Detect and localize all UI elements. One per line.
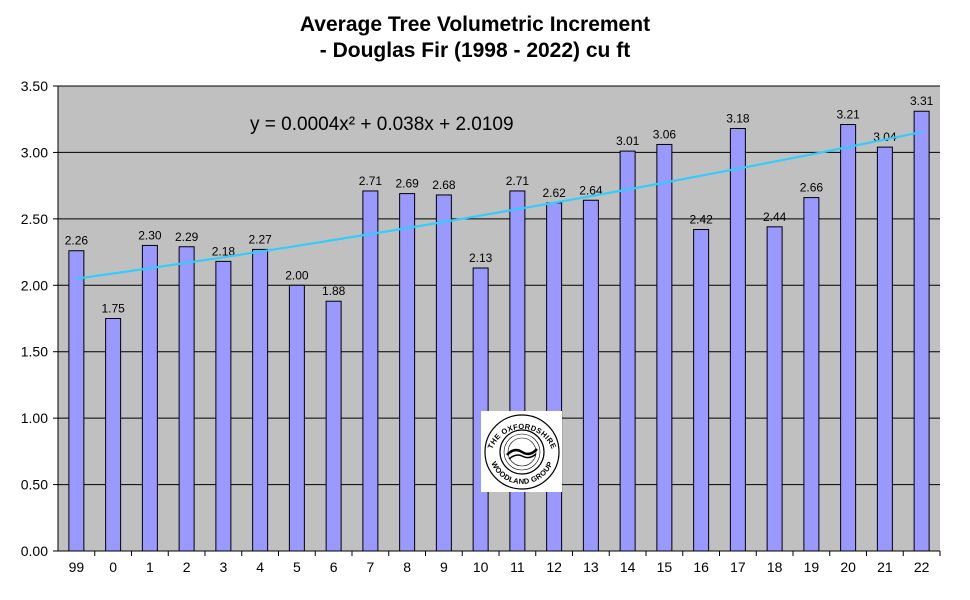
x-tick-label: 15 xyxy=(657,559,673,575)
data-label: 2.64 xyxy=(579,183,603,197)
bar xyxy=(509,190,526,552)
data-label: 2.18 xyxy=(212,244,236,258)
data-label: 3.21 xyxy=(836,108,860,122)
x-tick-label: 14 xyxy=(620,559,636,575)
x-tick-label: 5 xyxy=(293,559,301,575)
bar xyxy=(840,124,857,552)
x-tick-label: 10 xyxy=(473,559,489,575)
bars xyxy=(68,110,930,552)
data-label: 3.06 xyxy=(653,127,677,141)
bar xyxy=(325,300,342,552)
x-tick-label: 7 xyxy=(366,559,374,575)
bar xyxy=(435,194,452,552)
data-label: 2.29 xyxy=(175,230,199,244)
data-label: 2.26 xyxy=(65,234,89,248)
bar xyxy=(693,228,710,552)
bar xyxy=(913,110,930,552)
bar xyxy=(876,146,893,552)
trendline xyxy=(76,131,922,280)
data-label: 3.31 xyxy=(910,94,934,108)
bar xyxy=(252,248,269,552)
x-tick-label: 3 xyxy=(219,559,227,575)
data-label: 1.88 xyxy=(322,284,346,298)
bar xyxy=(362,190,379,552)
x-tick-label: 6 xyxy=(330,559,338,575)
x-tick-label: 12 xyxy=(546,559,562,575)
y-tick-label: 3.50 xyxy=(21,78,48,94)
bar xyxy=(766,226,783,552)
y-tick-label: 0.00 xyxy=(21,543,48,559)
x-tick-label: 99 xyxy=(69,559,85,575)
bar xyxy=(619,150,636,552)
data-label: 2.66 xyxy=(800,181,824,195)
chart-title: Average Tree Volumetric Increment - Doug… xyxy=(0,12,950,64)
data-label: 2.68 xyxy=(432,178,456,192)
bar xyxy=(546,202,563,552)
oxfordshire-woodland-group-logo: THE OXFORDSHIRE WOODLAND GROUP xyxy=(481,411,562,492)
y-tick-label: 2.50 xyxy=(21,211,48,227)
bar xyxy=(178,246,195,552)
bar xyxy=(582,199,599,552)
x-tick-label: 13 xyxy=(583,559,599,575)
y-tick-label: 1.00 xyxy=(21,410,48,426)
bar xyxy=(803,197,820,552)
data-label: 2.13 xyxy=(469,251,493,265)
x-tick-label: 8 xyxy=(403,559,411,575)
data-label: 3.18 xyxy=(726,112,750,126)
trendline-equation: y = 0.0004x² + 0.038x + 2.0109 xyxy=(250,114,514,135)
bar xyxy=(215,260,232,552)
data-label: 2.44 xyxy=(763,210,787,224)
data-label: 2.27 xyxy=(248,232,272,246)
x-tick-label: 1 xyxy=(146,559,154,575)
x-tick-label: 17 xyxy=(730,559,746,575)
data-label: 1.75 xyxy=(101,302,125,316)
y-tick-label: 1.50 xyxy=(21,344,48,360)
x-tick-label: 0 xyxy=(109,559,117,575)
data-labels: 2.26 1.75 2.30 2.29 2.18 2.27 2.00 1.88 2.71 2.69… xyxy=(65,94,934,315)
x-tick-label: 9 xyxy=(440,559,448,575)
x-tick-label: 18 xyxy=(767,559,783,575)
bar xyxy=(68,250,85,552)
data-label: 2.30 xyxy=(138,228,162,242)
bar xyxy=(729,128,746,552)
chart-title-line-2: - Douglas Fir (1998 - 2022) cu ft xyxy=(319,39,631,62)
bar xyxy=(472,267,489,552)
data-label: 2.42 xyxy=(689,212,713,226)
data-label: 3.01 xyxy=(616,134,640,148)
data-label: 2.69 xyxy=(395,177,419,191)
x-tick-label: 4 xyxy=(256,559,264,575)
x-tick-label: 19 xyxy=(804,559,820,575)
x-tick-label: 21 xyxy=(877,559,893,575)
chart-title-line-1: Average Tree Volumetric Increment xyxy=(299,13,651,36)
bar xyxy=(288,284,305,552)
bar xyxy=(656,143,673,552)
y-tick-label: 2.00 xyxy=(21,277,48,293)
x-tick-label: 11 xyxy=(510,559,525,575)
y-tick-label: 0.50 xyxy=(21,477,48,493)
x-tick-label: 20 xyxy=(840,559,856,575)
y-tick-label: 3.00 xyxy=(21,144,48,160)
x-tick-label: 16 xyxy=(693,559,709,575)
x-tick-label: 2 xyxy=(183,559,191,575)
x-tick-label: 22 xyxy=(914,559,930,575)
bar xyxy=(141,244,158,552)
data-label: 2.71 xyxy=(506,174,530,188)
bar xyxy=(105,318,122,552)
data-label: 2.00 xyxy=(285,268,309,282)
trendline-curve xyxy=(76,131,922,280)
data-label: 2.71 xyxy=(359,174,383,188)
data-label: 2.62 xyxy=(542,186,566,200)
bar xyxy=(399,193,416,552)
